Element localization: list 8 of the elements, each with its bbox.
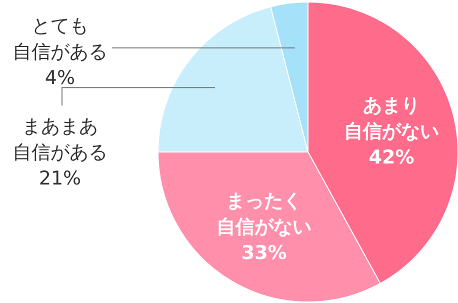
slice-label: まあまあ自信がある [12, 116, 108, 164]
slice-label: とても自信がある [12, 15, 108, 64]
data-label: 33% [241, 242, 287, 264]
data-label: 42% [368, 146, 414, 169]
slice-label: まったく自信がない [216, 190, 312, 238]
slice-label: あまり自信がない [344, 94, 440, 143]
data-label: 4% [44, 67, 76, 90]
data-label: 21% [38, 168, 82, 190]
